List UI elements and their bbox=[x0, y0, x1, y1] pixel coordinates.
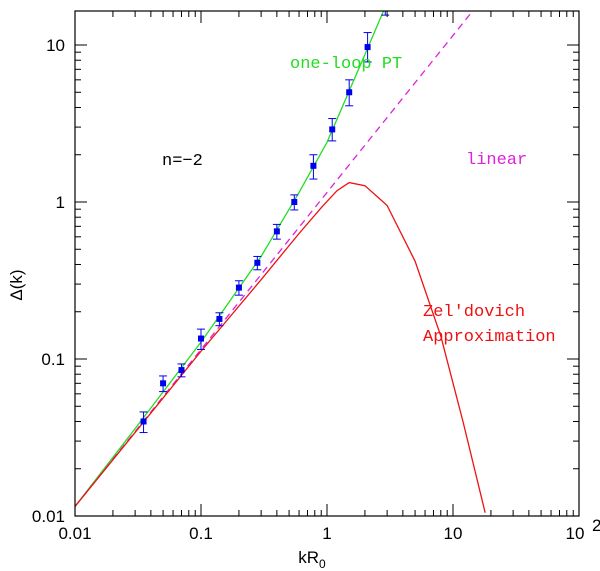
x-tick-label: 0.1 bbox=[189, 524, 213, 543]
data-point-8 bbox=[291, 199, 298, 205]
x-tick-label-100-exponent: 2 bbox=[592, 516, 600, 535]
data-point-12 bbox=[364, 44, 371, 51]
y-tick-label: 0.01 bbox=[32, 507, 65, 526]
plot-area bbox=[75, 4, 486, 513]
data-point-6 bbox=[254, 259, 261, 266]
annotation-linear: linear bbox=[466, 151, 527, 170]
x-tick-label: 10 bbox=[444, 524, 463, 543]
data-point-7 bbox=[273, 228, 280, 235]
annotation-zeldovich-line2: Approximation bbox=[423, 328, 556, 347]
x-axis-title: kR0 bbox=[298, 548, 326, 571]
x-axis-title-subscript: 0 bbox=[319, 557, 326, 571]
data-point-2 bbox=[178, 367, 185, 374]
zeldovich-curve bbox=[75, 181, 486, 513]
x-axis-title-main: kR bbox=[298, 548, 319, 567]
data-point-10 bbox=[329, 126, 336, 133]
data-point-1 bbox=[160, 380, 167, 387]
annotation-n: n=−2 bbox=[162, 152, 203, 171]
linear-curve bbox=[75, 11, 474, 507]
data-point-9 bbox=[310, 162, 317, 169]
y-tick-label: 1 bbox=[56, 193, 65, 212]
data-point-4 bbox=[216, 315, 223, 322]
data-point-3 bbox=[198, 335, 204, 342]
plot-clip-group bbox=[75, 4, 486, 513]
data-point-0 bbox=[140, 418, 147, 425]
x-tick-label-100: 10 bbox=[566, 524, 585, 543]
data-point-13 bbox=[382, 4, 388, 10]
y-axis-title: Δ(k) bbox=[7, 269, 26, 300]
x-tick-label: 1 bbox=[322, 524, 331, 543]
y-tick-label: 10 bbox=[46, 36, 65, 55]
data-point-5 bbox=[235, 284, 242, 291]
y-tick-label: 0.1 bbox=[41, 350, 65, 369]
data-point-11 bbox=[346, 89, 353, 96]
plot-frame bbox=[74, 10, 580, 517]
annotation-one-loop: one-loop PT bbox=[290, 55, 402, 74]
x-tick-label: 0.01 bbox=[58, 524, 91, 543]
annotation-zeldovich-line1: Zel'dovich bbox=[423, 303, 525, 322]
one-loop-pt-curve bbox=[75, 11, 385, 507]
